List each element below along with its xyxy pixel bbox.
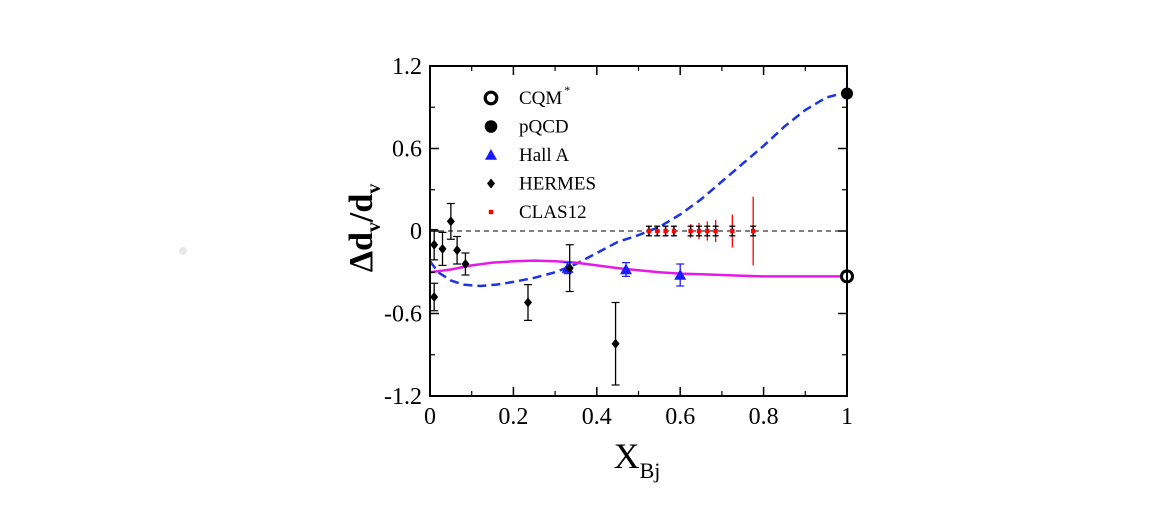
- data-point: [750, 228, 756, 234]
- data-point: [523, 297, 532, 308]
- x-tick-label: 0: [424, 404, 436, 430]
- x-tick-label: 0.8: [749, 404, 779, 430]
- data-point: [696, 228, 702, 234]
- series-hall-a: [561, 262, 687, 287]
- legend-label: Hall A: [519, 145, 569, 166]
- faint-dot: [179, 247, 187, 255]
- legend-marker: [483, 90, 499, 106]
- data-point: [438, 243, 447, 254]
- data-point: [663, 228, 668, 234]
- data-point: [646, 228, 652, 234]
- y-axis-title: Δdv/dv: [343, 184, 385, 273]
- y-tick-label: -1.2: [384, 384, 422, 410]
- data-point: [611, 338, 620, 349]
- legend-marker: [488, 209, 494, 215]
- y-tick-label: 0: [410, 219, 422, 245]
- data-point: [671, 228, 677, 234]
- legend-label: pQCD: [519, 117, 569, 138]
- data-point: [619, 263, 632, 275]
- data-point: [461, 259, 470, 269]
- x-tick-label: 0.2: [498, 404, 528, 430]
- data-point: [655, 228, 660, 234]
- legend-item-clas12: CLAS12: [488, 202, 587, 223]
- legend-marker: [485, 149, 497, 160]
- legend-label: CQM *: [519, 83, 570, 109]
- data-point: [453, 245, 462, 256]
- y-tick-label: 0.6: [392, 137, 422, 163]
- y-tick-label: -0.6: [384, 302, 422, 328]
- legend-item-hermes: HERMES: [487, 174, 596, 195]
- solid-magenta-curve: [430, 259, 847, 278]
- legend-item-cqm: CQM *: [483, 83, 570, 109]
- dashed-blue-curve: [430, 92, 847, 288]
- data-point: [674, 269, 687, 280]
- legend: CQM * pQCD Hall A HERMES CLAS12: [483, 83, 596, 223]
- data-point: [713, 228, 718, 234]
- legend-item-hall-a: Hall A: [485, 145, 569, 166]
- legend-marker: [487, 178, 495, 189]
- x-tick-label: 0.4: [582, 404, 612, 430]
- x-tick-label: 0.6: [665, 404, 695, 430]
- series-hermes: [430, 202, 620, 386]
- data-point: [430, 239, 439, 250]
- legend-marker: [484, 120, 498, 133]
- x-axis-title: XBj: [614, 436, 661, 483]
- data-point: [430, 292, 439, 302]
- legend-item-pqcd: pQCD: [484, 117, 569, 138]
- data-point: [446, 216, 455, 227]
- series-clas12: [645, 196, 757, 266]
- data-point: [705, 228, 710, 234]
- data-point: [730, 228, 735, 234]
- axes: 0 0.2 0.4 0.6 0.8 1 -1.2 -0.6 0 0.6 1.2: [384, 54, 853, 430]
- x-tick-label: 1: [841, 404, 853, 430]
- legend-label: CLAS12: [519, 202, 587, 223]
- data-point: [565, 263, 574, 274]
- data-point: [688, 228, 693, 234]
- legend-label: HERMES: [519, 174, 596, 195]
- y-tick-label: 1.2: [392, 54, 422, 80]
